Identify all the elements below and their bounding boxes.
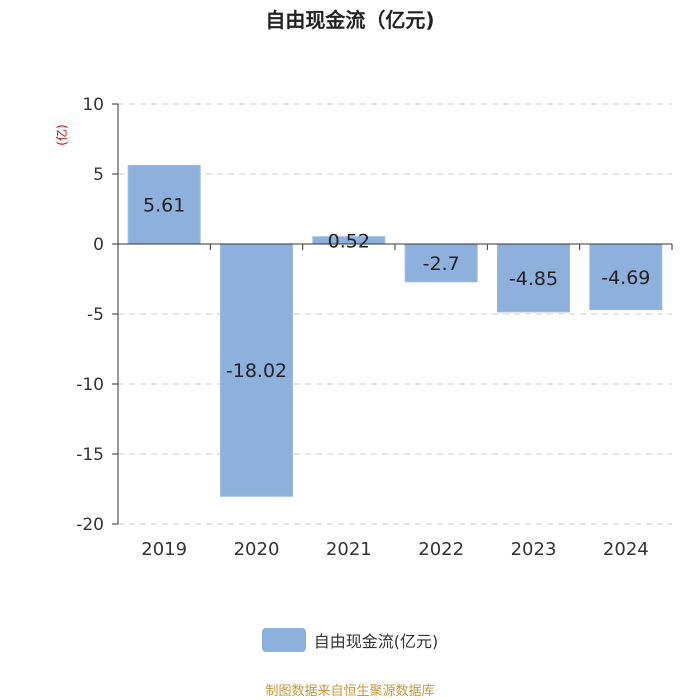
value-label: -18.02	[226, 360, 287, 382]
value-label: -4.85	[509, 268, 558, 290]
y-axis-label: (亿)	[54, 124, 69, 145]
y-tick-label: -15	[76, 445, 104, 465]
x-tick-label: 2022	[418, 539, 464, 560]
y-tick-label: -5	[87, 305, 104, 325]
chart-title: 自由现金流（亿元)	[265, 8, 435, 32]
bar	[219, 243, 294, 497]
x-tick-label: 2019	[141, 539, 187, 560]
value-label: 5.61	[143, 195, 185, 217]
bar	[127, 164, 201, 245]
bar-chart: 10 5 0 -5 -10 -15 -20 (亿) 5.61 -18.02 0.52 -2.7 -4.8…	[54, 95, 673, 560]
y-tick-label: -10	[76, 375, 104, 395]
source-note: 制图数据来自恒生聚源数据库	[265, 684, 435, 699]
x-tick-label: 2021	[326, 539, 372, 560]
y-tick-label: -20	[76, 515, 104, 535]
value-label: 0.52	[328, 230, 370, 252]
bar	[404, 243, 478, 283]
x-tick-label: 2020	[234, 539, 280, 560]
value-label: -4.69	[601, 267, 650, 289]
x-tick-label: 2023	[511, 539, 557, 560]
legend[interactable]: 自由现金流(亿元)	[0, 628, 700, 652]
legend-label[interactable]: 自由现金流(亿元)	[313, 632, 439, 651]
x-tick-label: 2024	[603, 539, 649, 560]
y-tick-label: 0	[93, 235, 104, 255]
y-tick-label: 5	[93, 165, 104, 185]
legend-swatch[interactable]	[261, 628, 306, 652]
y-tick-label: 10	[82, 95, 104, 115]
value-label: -2.7	[423, 253, 460, 275]
